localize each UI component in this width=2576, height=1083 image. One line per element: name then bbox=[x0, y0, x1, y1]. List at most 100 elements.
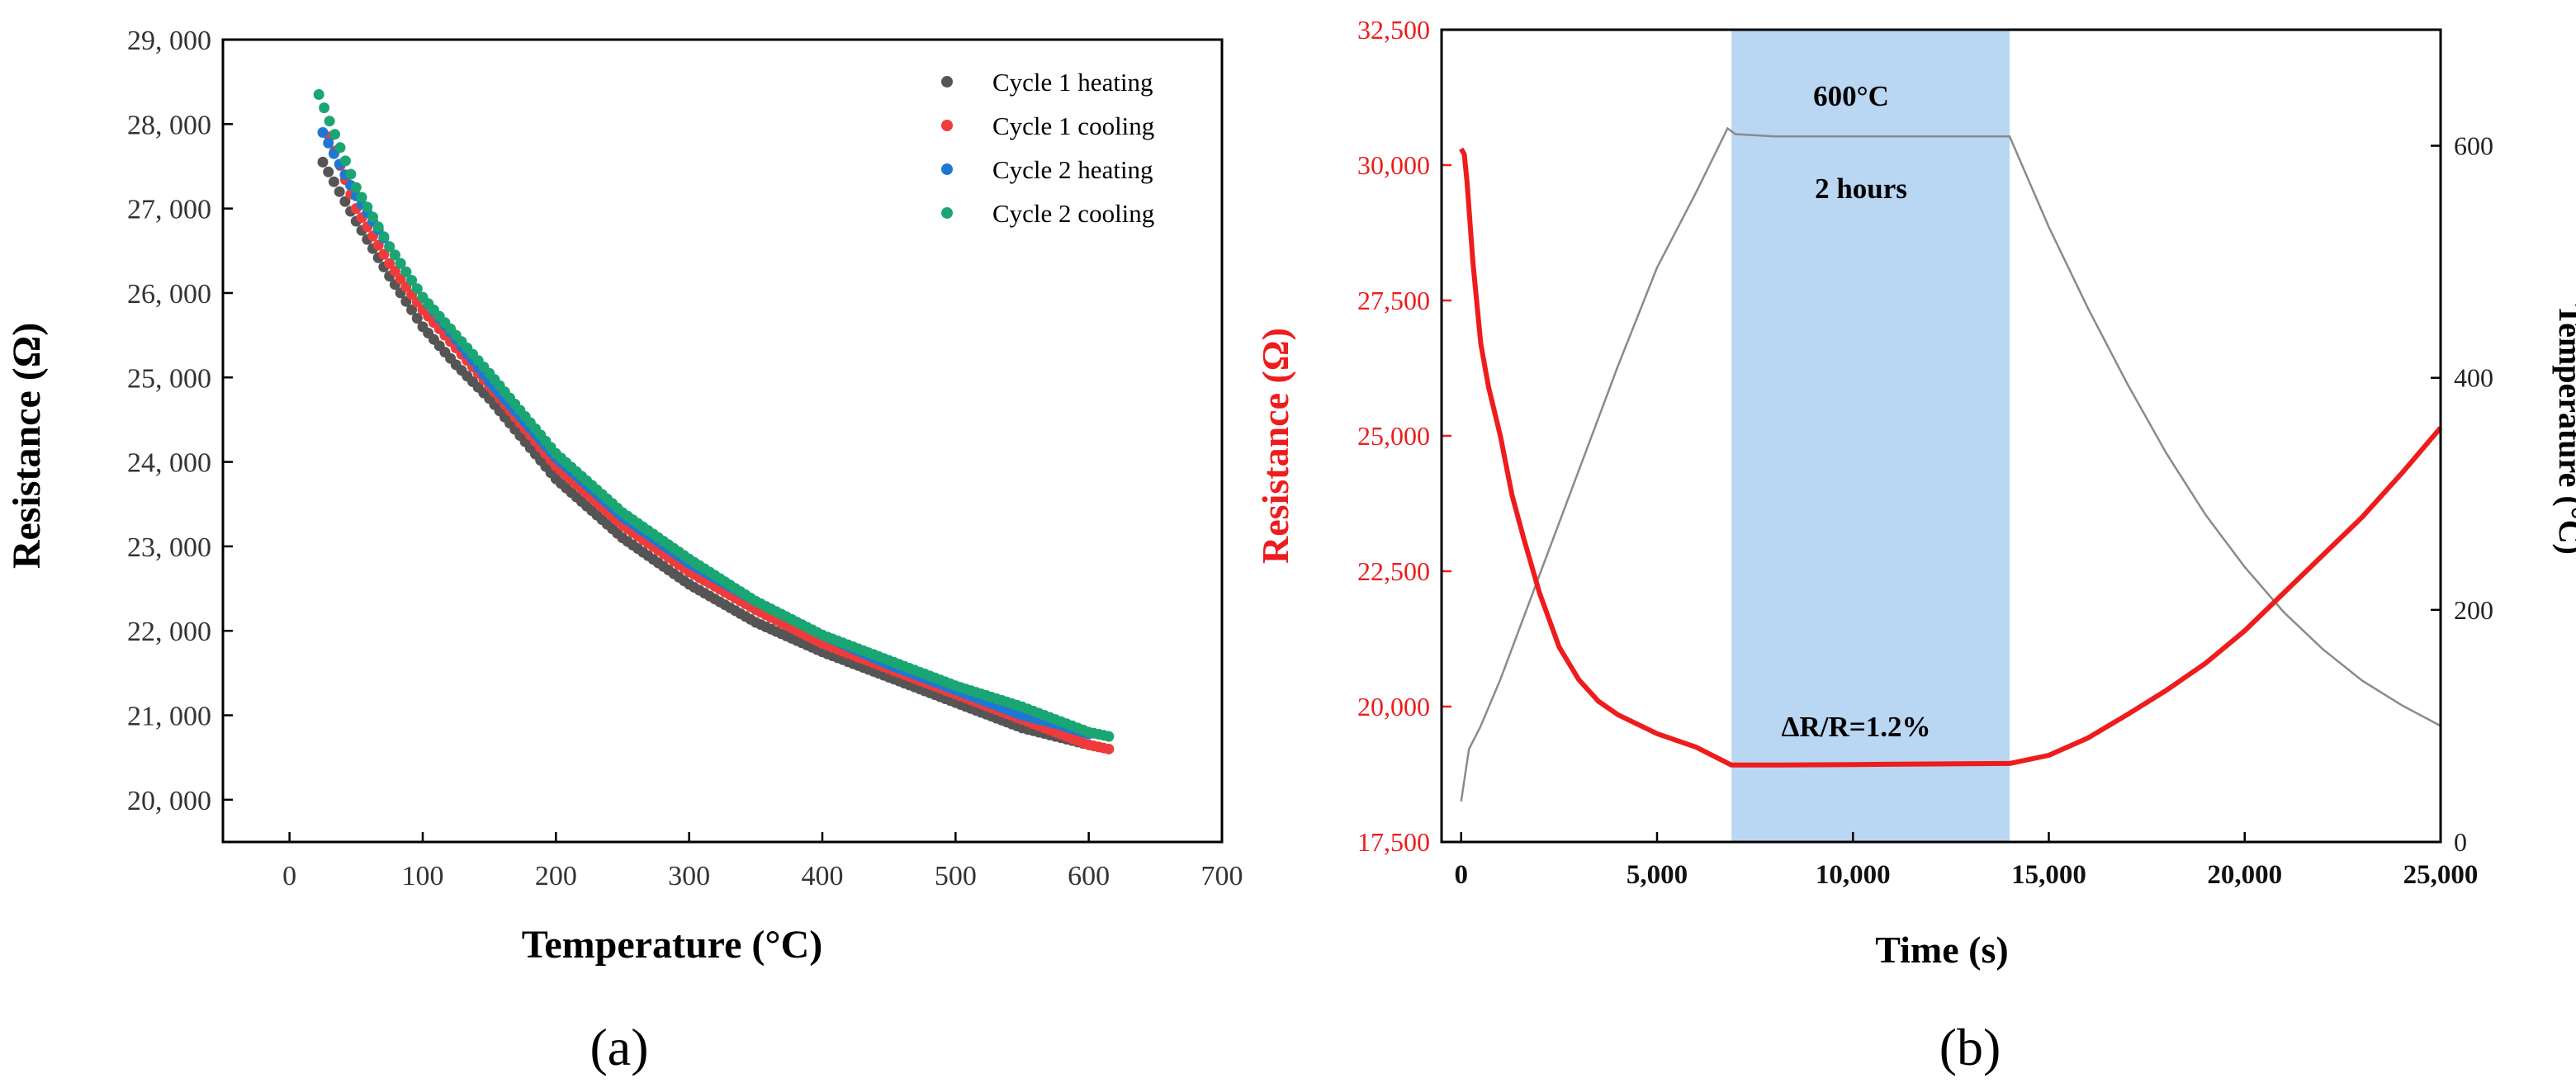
temperature-line bbox=[1460, 126, 2441, 802]
panel-a-series bbox=[313, 89, 1115, 754]
panel-a-x-tick-label: 400 bbox=[802, 861, 844, 891]
panel-b-y2-tick-label: 200 bbox=[2454, 595, 2493, 625]
legend-marker-cycle1-cooling bbox=[941, 120, 953, 131]
panel-b-y2-axis-label: Temperature (°C) bbox=[2552, 304, 2576, 555]
annotation-temperature: 600°C bbox=[1813, 80, 1889, 112]
data-point bbox=[350, 182, 362, 193]
panel-a-y-tick-label: 29, 000 bbox=[127, 26, 211, 56]
panel-b-y2-tick-label: 0 bbox=[2454, 827, 2467, 857]
panel-a-x-ticks: 0 100 200 300 400 500 600 700 bbox=[282, 832, 1243, 891]
data-point bbox=[389, 249, 400, 261]
data-point bbox=[317, 156, 329, 168]
legend-marker-cycle2-heating bbox=[941, 163, 953, 175]
data-point bbox=[323, 166, 334, 177]
data-point bbox=[384, 258, 395, 269]
data-point bbox=[334, 142, 346, 154]
panel-b-x-tick-label: 20,000 bbox=[2207, 860, 2282, 890]
series-cycle-2-heating bbox=[317, 127, 1095, 740]
annotation-duration: 2 hours bbox=[1815, 173, 1907, 205]
legend-label-cycle2-cooling: Cycle 2 cooling bbox=[992, 199, 1154, 228]
panel-a-x-tick-label: 0 bbox=[282, 861, 296, 891]
data-point bbox=[329, 129, 340, 140]
panel-b-y-tick-label: 20,000 bbox=[1357, 692, 1430, 721]
panel-a-x-axis-label: Temperature (°C) bbox=[522, 923, 822, 967]
panel-a-y-tick-label: 22, 000 bbox=[127, 617, 211, 647]
legend-marker-cycle1-heating bbox=[941, 76, 953, 87]
legend-marker-cycle2-cooling bbox=[941, 207, 953, 219]
data-point bbox=[411, 313, 423, 324]
legend-label-cycle2-heating: Cycle 2 heating bbox=[992, 155, 1153, 184]
panel-a-caption: (a) bbox=[590, 1018, 648, 1076]
data-point bbox=[323, 137, 334, 149]
panel-a-y-ticks: 20, 000 21, 000 22, 000 23, 000 24, 000 25, 0… bbox=[127, 26, 233, 816]
data-point bbox=[411, 283, 423, 295]
panel-b-left-y-ticks: 17,500 20,000 22,500 25,000 27,500 30,000 32,5… bbox=[1357, 15, 1451, 857]
data-point bbox=[378, 248, 390, 260]
data-point bbox=[345, 168, 357, 180]
panel-a-y-tick-label: 23, 000 bbox=[127, 532, 211, 563]
panel-b-x-axis-label: Time (s) bbox=[1875, 929, 2008, 971]
data-point bbox=[400, 266, 412, 277]
panel-b-y-axis-label: Resistance (Ω) bbox=[1254, 328, 1296, 564]
resistance-line bbox=[1459, 147, 2443, 768]
data-point bbox=[389, 266, 400, 277]
panel-a-y-tick-label: 21, 000 bbox=[127, 702, 211, 732]
data-point bbox=[384, 241, 395, 253]
panel-b-right-y-ticks: 0 200 400 600 bbox=[2431, 131, 2493, 857]
panel-a-y-tick-label: 28, 000 bbox=[127, 110, 211, 140]
panel-b-y-tick-label: 22,500 bbox=[1357, 556, 1430, 586]
data-point bbox=[319, 102, 330, 114]
panel-a-y-axis-label: Resistance (Ω) bbox=[5, 323, 49, 569]
data-point bbox=[1103, 731, 1115, 742]
hold-period-shading bbox=[1731, 30, 2010, 842]
panel-a-y-tick-label: 25, 000 bbox=[127, 363, 211, 394]
panel-b-y-tick-label: 27,500 bbox=[1357, 286, 1430, 315]
data-point bbox=[367, 211, 378, 223]
data-point bbox=[339, 155, 351, 167]
data-point bbox=[334, 186, 345, 197]
panel-a-x-tick-label: 300 bbox=[668, 861, 710, 891]
panel-b-y-tick-label: 17,500 bbox=[1357, 827, 1430, 857]
data-point bbox=[406, 304, 418, 315]
series-cycle-1-heating bbox=[317, 156, 1095, 750]
panel-a-y-tick-label: 27, 000 bbox=[127, 195, 211, 225]
panel-a-x-tick-label: 600 bbox=[1068, 861, 1110, 891]
panel-b-y-tick-label: 25,000 bbox=[1357, 421, 1430, 451]
legend-label-cycle1-heating: Cycle 1 heating bbox=[992, 68, 1153, 97]
panel-a-x-tick-label: 700 bbox=[1201, 861, 1243, 891]
data-point bbox=[362, 201, 373, 213]
panel-b-x-tick-label: 15,000 bbox=[2011, 860, 2086, 890]
panel-a-y-tick-label: 24, 000 bbox=[127, 448, 211, 479]
panel-a-x-tick-label: 200 bbox=[535, 861, 577, 891]
data-point bbox=[378, 231, 390, 243]
panel-a-x-tick-label: 100 bbox=[402, 861, 444, 891]
data-point bbox=[324, 116, 335, 127]
chart-panel-a: 20, 000 21, 000 22, 000 23, 000 24, 000 25, 0… bbox=[5, 26, 1243, 1076]
panel-b-y-tick-label: 30,000 bbox=[1357, 150, 1430, 180]
legend-label-cycle1-cooling: Cycle 1 cooling bbox=[992, 111, 1154, 140]
chart-panel-b: 17,500 20,000 22,500 25,000 27,500 30,000 32,5… bbox=[1254, 15, 2576, 1076]
data-point bbox=[372, 221, 384, 233]
annotation-delta-r: ΔR/R=1.2% bbox=[1782, 711, 1931, 743]
panel-a-y-tick-label: 26, 000 bbox=[127, 279, 211, 310]
panel-b-caption: (b) bbox=[1939, 1018, 2001, 1076]
panel-a-legend: Cycle 1 heating Cycle 1 cooling Cycle 2 … bbox=[941, 68, 1154, 228]
panel-a-y-tick-label: 20, 000 bbox=[127, 786, 211, 816]
panel-b-plot-frame bbox=[1440, 28, 2442, 844]
panel-b-y2-tick-label: 400 bbox=[2454, 363, 2493, 393]
panel-b-x-tick-label: 10,000 bbox=[1816, 860, 1891, 890]
panel-b-x-tick-label: 25,000 bbox=[2403, 860, 2479, 890]
panel-a-plot-frame bbox=[221, 38, 1224, 844]
panel-b-x-ticks: 0 5,000 10,000 15,000 20,000 25,000 bbox=[1454, 832, 2478, 890]
data-point bbox=[313, 89, 324, 100]
series-cycle-2-cooling bbox=[313, 89, 1115, 742]
data-point bbox=[395, 258, 406, 269]
panel-b-y2-tick-label: 600 bbox=[2454, 131, 2493, 161]
panel-b-x-tick-label: 0 bbox=[1454, 860, 1468, 890]
data-point bbox=[328, 176, 339, 187]
data-point bbox=[1103, 743, 1115, 754]
panel-b-y-tick-label: 32,500 bbox=[1357, 15, 1430, 45]
data-point bbox=[339, 196, 351, 207]
data-point bbox=[356, 192, 367, 203]
